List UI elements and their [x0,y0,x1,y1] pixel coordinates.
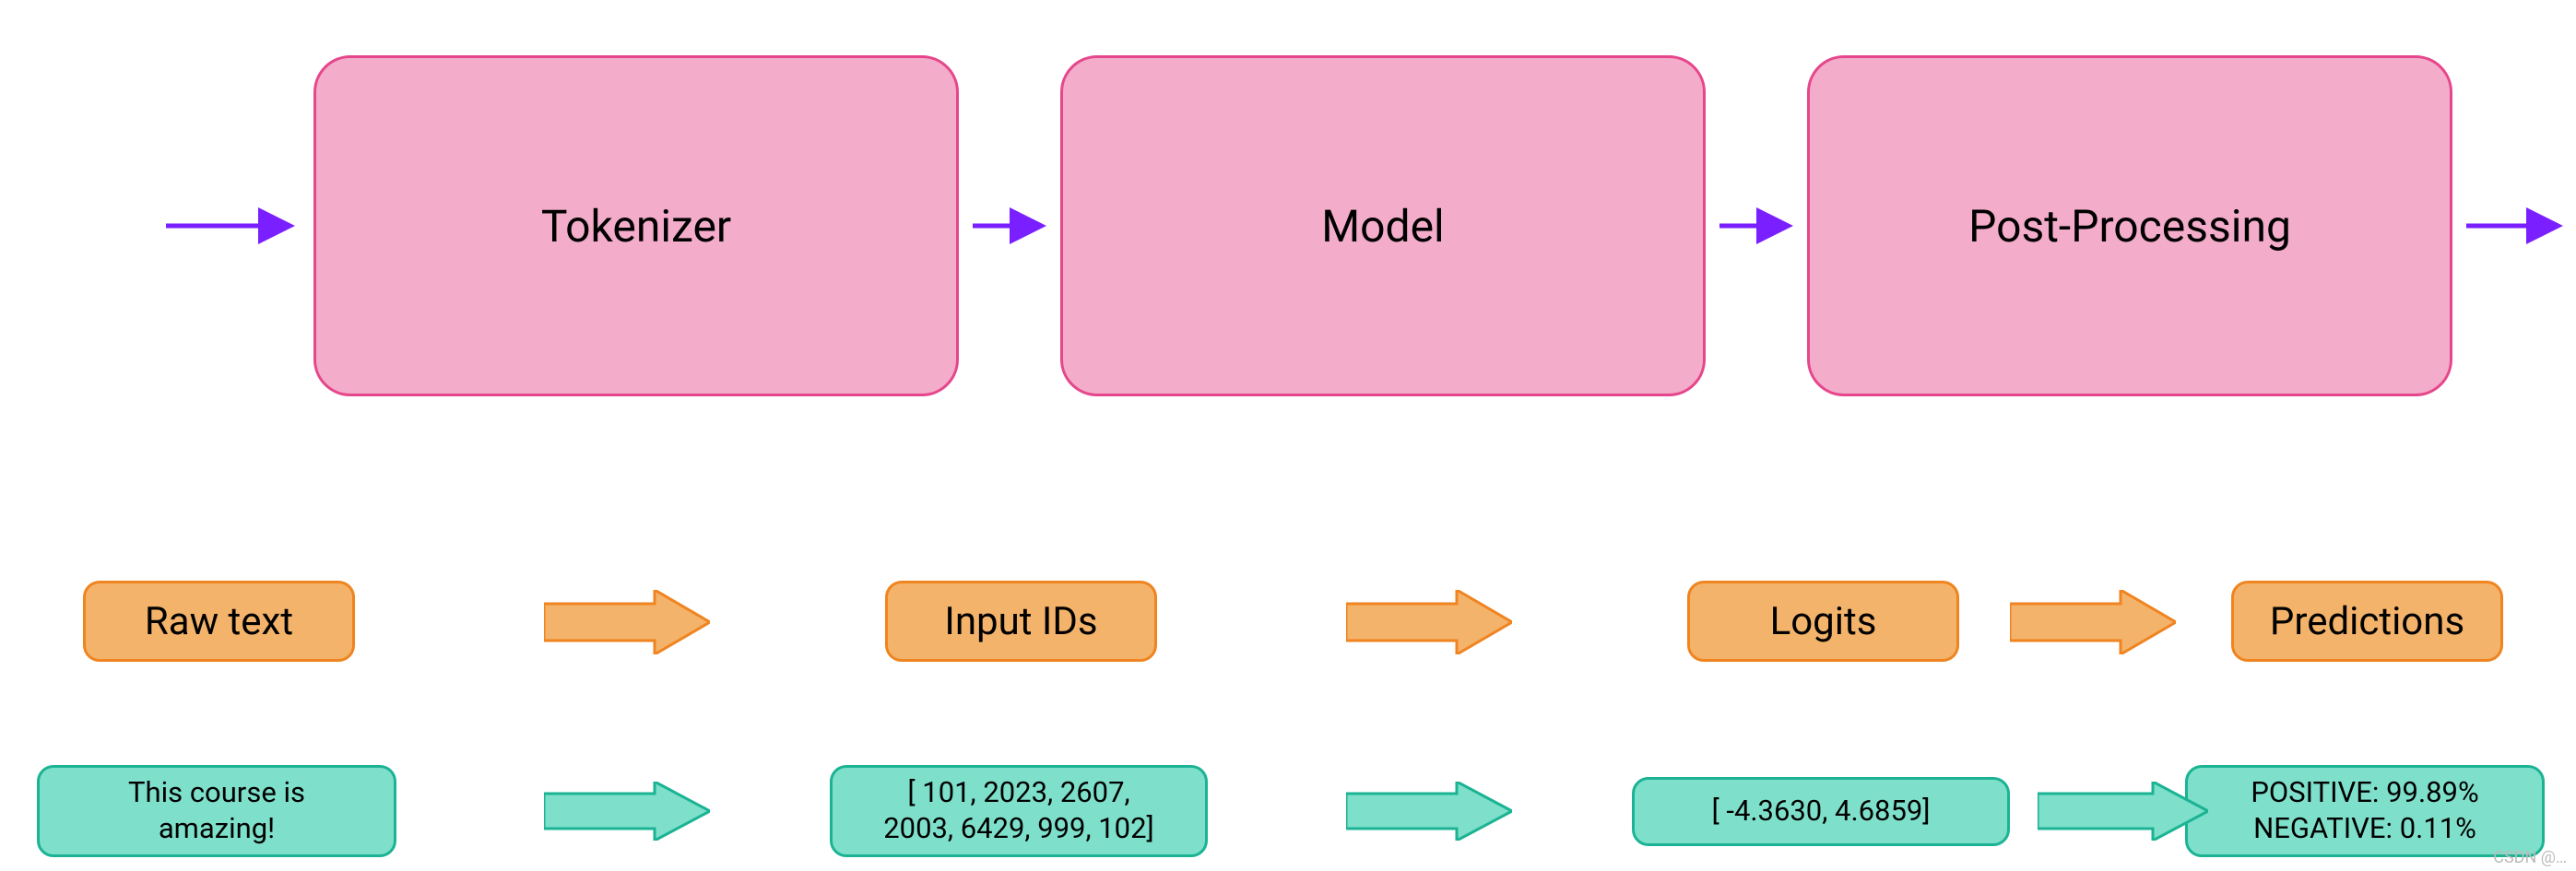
stage-box-label: Raw text [145,599,293,644]
watermark-text: CSDN @… [2493,848,2567,867]
example-box-label: [ 101, 2023, 2607, 2003, 6429, 999, 102] [883,775,1154,847]
example-box-raw-text: This course is amazing! [37,765,396,857]
arrow-icon [973,207,1056,244]
stage-box-logits: Logits [1687,581,1959,662]
example-box-label: [ -4.3630, 4.6859] [1711,794,1930,830]
pipeline-box-postprocessing: Post-Processing [1807,55,2452,396]
pipeline-box-label: Model [1321,200,1444,253]
pipeline-box-label: Post-Processing [1968,200,2291,253]
block-arrow-icon [544,782,710,841]
example-box-logits: [ -4.3630, 4.6859] [1632,777,2010,846]
pipeline-box-model: Model [1060,55,1706,396]
block-arrow-icon [1346,590,1512,654]
stage-box-label: Logits [1770,599,1877,644]
stage-box-label: Input IDs [944,599,1097,644]
block-arrow-icon [2010,590,2176,654]
stage-box-label: Predictions [2270,599,2464,644]
stage-box-raw-text: Raw text [83,581,355,662]
example-box-label: This course is amazing! [128,775,305,847]
pipeline-box-tokenizer: Tokenizer [313,55,959,396]
diagram-canvas: Tokenizer Model Post-Processing Raw text… [0,0,2576,871]
pipeline-box-label: Tokenizer [541,200,731,253]
arrow-icon [1719,207,1802,244]
arrow-icon [2466,207,2572,244]
block-arrow-icon [1346,782,1512,841]
arrow-icon [166,207,304,244]
stage-box-input-ids: Input IDs [885,581,1157,662]
example-box-input-ids: [ 101, 2023, 2607, 2003, 6429, 999, 102] [830,765,1208,857]
example-box-predictions: POSITIVE: 99.89% NEGATIVE: 0.11% [2185,765,2545,857]
block-arrow-icon [2038,782,2208,841]
example-box-label: POSITIVE: 99.89% NEGATIVE: 0.11% [2251,775,2478,847]
block-arrow-icon [544,590,710,654]
stage-box-predictions: Predictions [2231,581,2503,662]
